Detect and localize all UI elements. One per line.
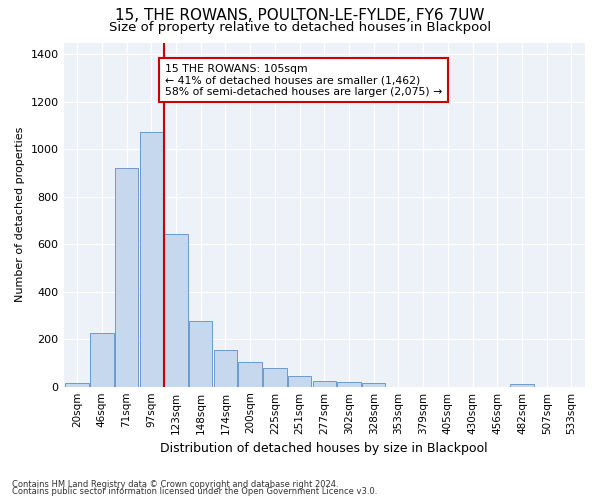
- Bar: [164, 234, 188, 386]
- Bar: [140, 132, 163, 386]
- Bar: [313, 380, 336, 386]
- Bar: [510, 384, 534, 386]
- Text: Contains public sector information licensed under the Open Government Licence v3: Contains public sector information licen…: [12, 488, 377, 496]
- Bar: [238, 362, 262, 386]
- Bar: [115, 168, 139, 386]
- Bar: [65, 383, 89, 386]
- Bar: [214, 350, 237, 387]
- Text: Size of property relative to detached houses in Blackpool: Size of property relative to detached ho…: [109, 21, 491, 34]
- X-axis label: Distribution of detached houses by size in Blackpool: Distribution of detached houses by size …: [160, 442, 488, 455]
- Text: 15, THE ROWANS, POULTON-LE-FYLDE, FY6 7UW: 15, THE ROWANS, POULTON-LE-FYLDE, FY6 7U…: [115, 8, 485, 22]
- Bar: [288, 376, 311, 386]
- Bar: [337, 382, 361, 386]
- Text: 15 THE ROWANS: 105sqm
← 41% of detached houses are smaller (1,462)
58% of semi-d: 15 THE ROWANS: 105sqm ← 41% of detached …: [165, 64, 442, 97]
- Y-axis label: Number of detached properties: Number of detached properties: [15, 127, 25, 302]
- Bar: [189, 322, 212, 386]
- Bar: [362, 383, 385, 386]
- Bar: [263, 368, 287, 386]
- Text: Contains HM Land Registry data © Crown copyright and database right 2024.: Contains HM Land Registry data © Crown c…: [12, 480, 338, 489]
- Bar: [90, 334, 113, 386]
